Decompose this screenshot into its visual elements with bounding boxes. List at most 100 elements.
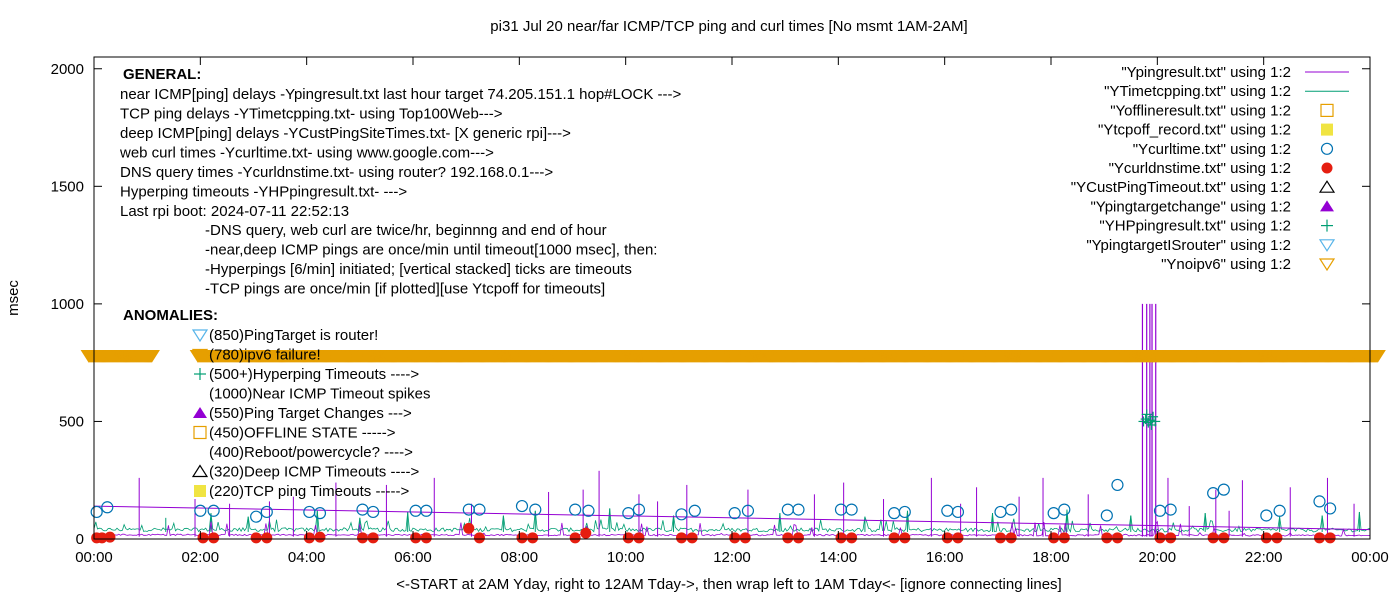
legend-label-0: "Ypingresult.txt" using 1:2 [1121, 64, 1291, 81]
curl-time-point-14 [515, 499, 529, 513]
dns-time-point-25 [782, 532, 794, 544]
x-tick-label-2: 04:00 [288, 549, 326, 566]
curl-time-point-42 [1260, 509, 1273, 522]
dns-time-point-24 [739, 532, 751, 544]
x-tick-label-3: 06:00 [394, 549, 432, 566]
noipv6-point-66 [143, 350, 160, 363]
dns-time-point-12 [420, 532, 432, 544]
curl-time-point-18 [622, 507, 635, 520]
anomaly-marker-5 [193, 425, 207, 440]
curl-time-point-3 [207, 504, 220, 517]
dns-time-point-27 [835, 532, 847, 544]
x-tick-label-11: 22:00 [1245, 549, 1283, 566]
dns-time-point-28 [846, 532, 858, 544]
dns-time-point-7 [303, 532, 315, 544]
anomaly-text-3: (1000)Near ICMP Timeout spikes [209, 386, 430, 403]
legend-label-6: "YCustPingTimeout.txt" using 1:2 [1071, 179, 1291, 196]
hyperping-timeout-point-0 [1138, 416, 1149, 427]
curl-time-point-17 [582, 504, 595, 517]
curl-time-point-7 [313, 507, 327, 520]
anomaly-text-1: (780)ipv6 failure! [209, 347, 321, 364]
curl-time-point-0 [90, 505, 103, 519]
curl-time-point-16 [569, 503, 582, 516]
legend-marker-7 [1320, 200, 1334, 212]
x-tick-label-9: 18:00 [1032, 549, 1070, 566]
dns-time-point-44 [1271, 532, 1283, 544]
dns-time-point-9 [356, 532, 368, 544]
dns-time-point-34 [1005, 532, 1017, 544]
dns-time-point-42 [1218, 532, 1230, 544]
curl-time-point-41 [1217, 483, 1230, 496]
general-note-3: -TCP pings are once/min [if plotted][use… [205, 281, 605, 298]
anomaly-marker-1 [191, 348, 209, 362]
hyperping-timeout-point-6 [1141, 409, 1152, 420]
general-line-2: deep ICMP[ping] delays -YCustPingSiteTim… [120, 125, 571, 142]
dns-time-point-15 [516, 532, 528, 544]
dns-time-point-40 [1165, 532, 1177, 544]
anomaly-marker-4 [193, 407, 207, 418]
anomaly-text-8: (220)TCP ping Timeouts -----> [209, 483, 409, 500]
curl-time-point-19 [632, 503, 646, 516]
general-line-1: TCP ping delays -YTimetcpping.txt- using… [120, 106, 503, 123]
x-tick-label-7: 14:00 [820, 549, 858, 566]
general-line-0: near ICMP[ping] delays -Ypingresult.txt … [120, 86, 682, 103]
dns-time-point-36 [1058, 532, 1070, 544]
anomaly-marker-8 [194, 485, 206, 497]
curl-time-point-1 [101, 501, 114, 514]
x-axis-label: <-START at 2AM Yday, right to 12AM Tday-… [396, 576, 1061, 593]
curl-time-point-11 [420, 504, 433, 517]
curl-time-point-15 [529, 503, 542, 516]
dns-time-point-8 [314, 531, 326, 543]
general-note-1: -near,deep ICMP pings are once/min until… [205, 242, 657, 259]
dns-time-point-39 [1154, 532, 1166, 544]
legend-marker-5 [1321, 162, 1333, 174]
curl-time-point-5 [260, 505, 273, 519]
dns-time-point-35 [1048, 532, 1060, 544]
x-tick-label-8: 16:00 [926, 549, 964, 566]
noipv6-band [80, 350, 1386, 363]
x-tick-label-0: 00:00 [75, 549, 113, 566]
legend-label-3: "Ytcpoff_record.txt" using 1:2 [1098, 122, 1291, 139]
curl-time-point-29 [898, 505, 911, 519]
dns-time-point-21 [675, 532, 687, 544]
dns-time-point-2 [104, 531, 116, 543]
curl-time-point-2 [194, 504, 207, 517]
dns-time-point-11 [410, 532, 422, 544]
dns-time-point-45 [1313, 532, 1325, 544]
dns-time-point-37 [1101, 532, 1113, 544]
anomaly-marker-7 [191, 464, 209, 478]
dns-time-point-6 [261, 532, 273, 544]
legend-marker-4 [1320, 142, 1334, 155]
hyperping-timeout-point-7 [1146, 419, 1157, 430]
plot-area [80, 57, 1386, 544]
curl-time-point-23 [741, 504, 755, 517]
curl-time-point-40 [1207, 487, 1220, 500]
legend-label-8: "YHPpingresult.txt" using 1:2 [1099, 218, 1291, 235]
dns-time-point-22 [686, 532, 698, 544]
plot-background [94, 57, 1370, 539]
curl-time-point-27 [845, 503, 858, 516]
curl-time-point-39 [1164, 503, 1177, 516]
legend-label-2: "Yofflineresult.txt" using 1:2 [1110, 102, 1291, 119]
dns-time-point-14 [473, 532, 485, 544]
general-line-4: DNS query times -Ycurldnstime.txt- using… [120, 164, 553, 181]
legend-label-4: "Ycurltime.txt" using 1:2 [1133, 141, 1291, 158]
dns-time-point-16 [527, 532, 539, 544]
general-line-6: Last rpi boot: 2024-07-11 22:52:13 [120, 203, 349, 220]
dns-time-point-18 [580, 527, 592, 539]
legend-marker-8 [1321, 219, 1333, 232]
text-overlay: GENERAL: near ICMP[ping] delays -Ypingres… [119, 64, 1349, 500]
general-line-5: Hyperping timeouts -YHPpingresult.txt- -… [120, 184, 407, 201]
curl-time-point-20 [675, 508, 688, 521]
y-tick-label-4: 2000 [51, 61, 84, 78]
anomaly-text-4: (550)Ping Target Changes ---> [209, 405, 412, 422]
legend-marker-2 [1320, 103, 1334, 118]
anomaly-marker-0 [191, 329, 209, 343]
dns-time-point-23 [729, 532, 741, 544]
legend-label-7: "Ypingtargetchange" using 1:2 [1090, 198, 1291, 215]
curl-time-point-21 [688, 504, 701, 517]
curl-time-point-43 [1273, 504, 1286, 517]
general-line-3: web curl times -Ycurltime.txt- using www… [119, 145, 494, 162]
general-note-2: -Hyperpings [6/min] initiated; [vertical… [205, 261, 632, 278]
